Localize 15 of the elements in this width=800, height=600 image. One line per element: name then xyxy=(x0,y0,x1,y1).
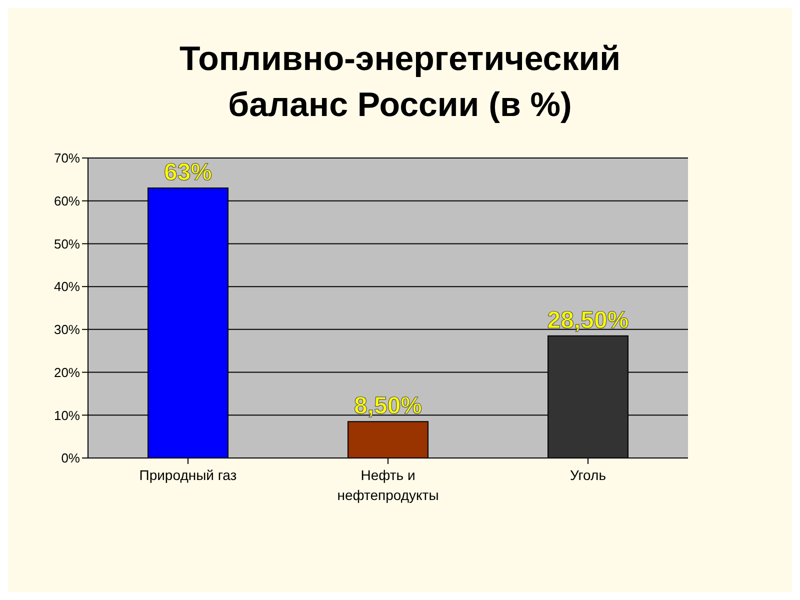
data-label: 8,50% xyxy=(354,392,422,420)
y-tick-label: 20% xyxy=(54,364,80,380)
y-tick-label: 50% xyxy=(54,236,80,252)
data-label: 28,50% xyxy=(547,306,629,334)
y-tick-label: 0% xyxy=(61,450,80,466)
y-tick-label: 30% xyxy=(54,322,80,338)
y-tick-label: 10% xyxy=(54,408,80,423)
x-tick-label: Нефть и нефтепродукты xyxy=(337,467,439,503)
y-tick-label: 60% xyxy=(54,193,80,208)
x-tick-label: Уголь xyxy=(570,467,606,483)
data-label: 63% xyxy=(164,159,212,186)
chart-title: Топливно-энергетический баланс России (в %) xyxy=(178,39,622,126)
x-tick-label: Природный газ xyxy=(139,467,237,483)
y-tick-label: 40% xyxy=(54,279,80,294)
y-tick-label: 70% xyxy=(54,150,80,166)
